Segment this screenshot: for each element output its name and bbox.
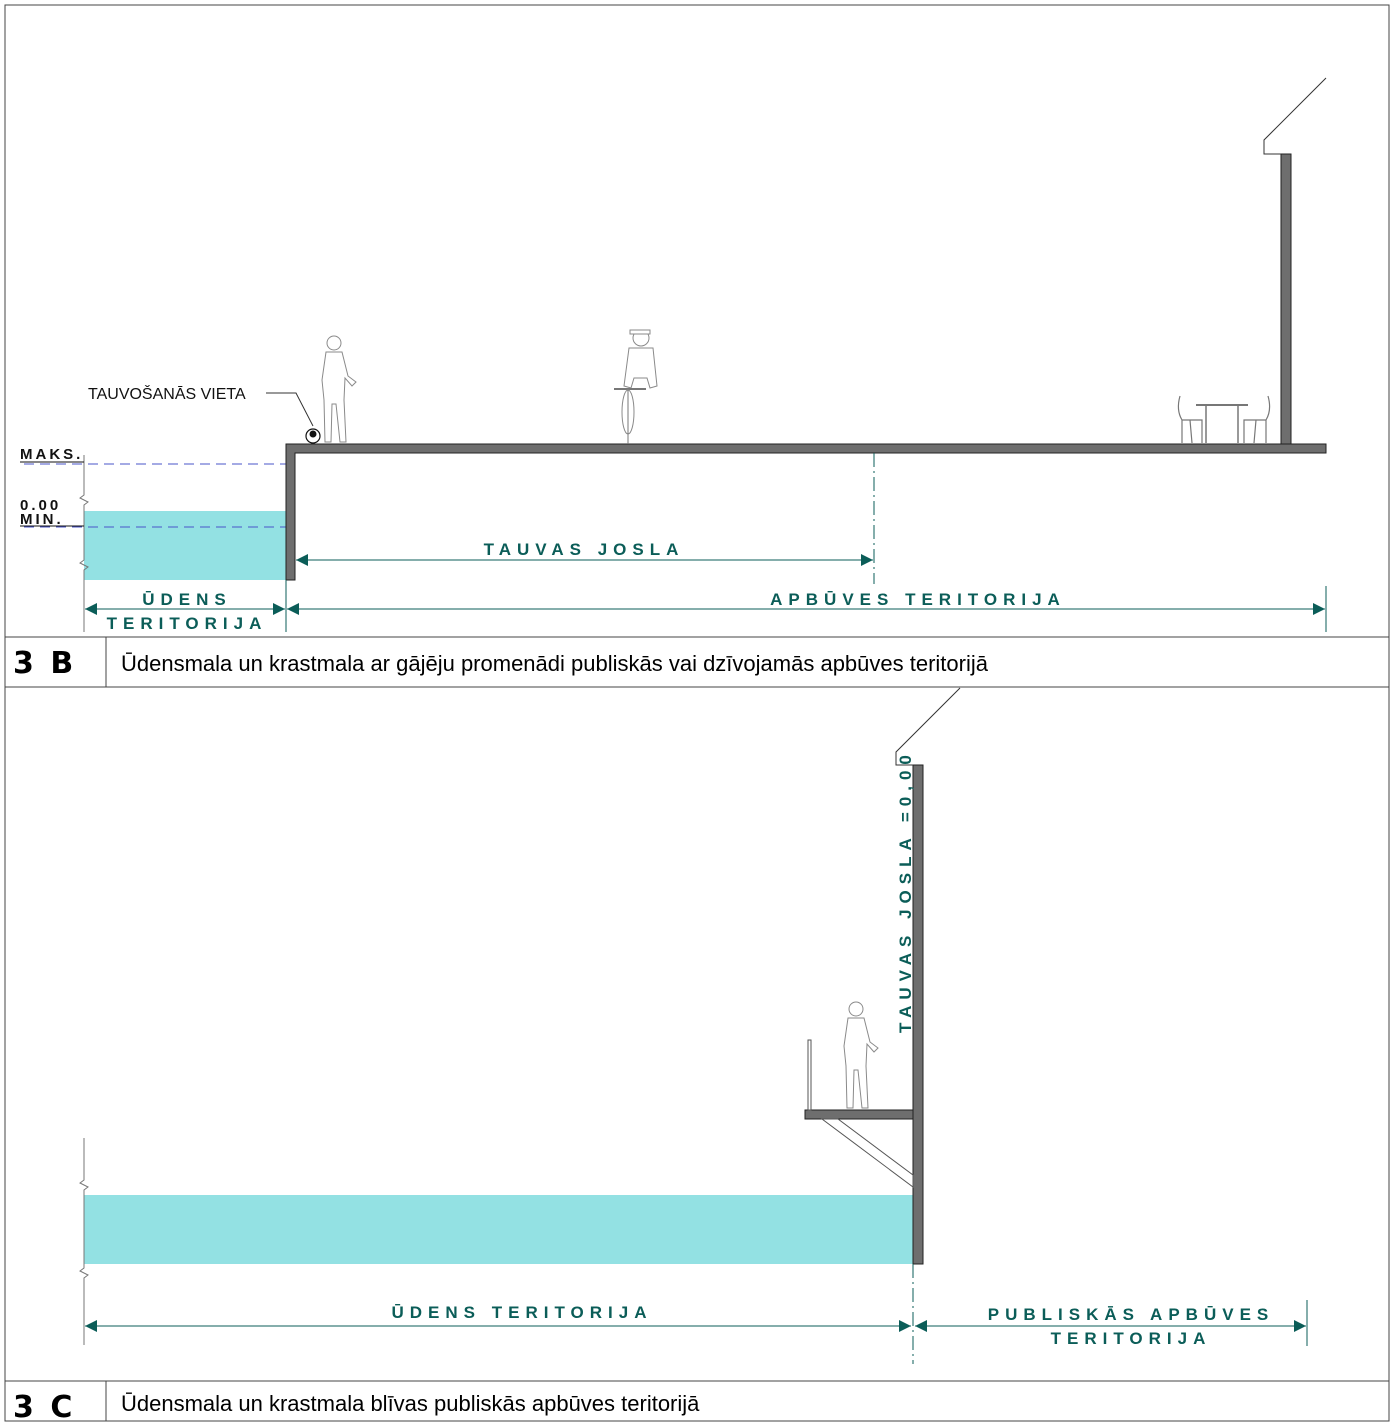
caption-3b: 3 B Ūdensmala un krastmala ar gājēju pro… (5, 636, 1389, 688)
public-zone-label-line1: PUBLISKĀS APBŪVES (988, 1305, 1275, 1324)
section-3c-drawing: TAUVAS JOSLA =0,00 ŪDENS TERITORIJA PUBL… (79, 687, 1308, 1364)
pedestrian-icon (843, 1001, 879, 1109)
section-3b-drawing: MAKS. 0.00 MIN. TAUVOŠANĀS VIETA (20, 77, 1327, 633)
level-max-label: MAKS. (20, 446, 83, 463)
mooring-label: TAUVOŠANĀS VIETA (88, 384, 246, 403)
roof-line (895, 687, 961, 766)
balcony-slab (804, 1109, 914, 1120)
building-wall (912, 764, 924, 1265)
section-code: 3 B (13, 646, 76, 681)
break-line (79, 455, 89, 632)
balcony-brace (820, 1118, 914, 1188)
level-min-label: MIN. (20, 511, 64, 528)
cyclist-icon (614, 329, 658, 444)
towpath-label: TAUVAS JOSLA (484, 540, 685, 559)
section-title: Ūdensmala un krastmala ar gājēju promenā… (121, 651, 989, 676)
balcony-railing (807, 1039, 812, 1111)
cafe-furniture-icon (1177, 395, 1271, 444)
roof-line (1263, 77, 1327, 155)
building-wall (1280, 153, 1292, 445)
section-title: Ūdensmala un krastmala blīvas publiskās … (121, 1391, 700, 1416)
water-zone-label-line1: ŪDENS (142, 590, 232, 609)
public-zone-label-line2: TERITORIJA (1051, 1329, 1212, 1348)
break-line (79, 1138, 89, 1345)
bollard-core (309, 430, 317, 438)
water-zone-label-line2: TERITORIJA (107, 614, 268, 633)
pedestrian-icon (321, 335, 357, 443)
towpath-label-vertical: TAUVAS JOSLA =0,00 (896, 749, 915, 1033)
water-zone-label: ŪDENS TERITORIJA (392, 1303, 653, 1322)
water-body (84, 1195, 913, 1264)
level-zero-label: 0.00 (20, 497, 61, 514)
caption-3c: 3 C Ūdensmala un krastmala blīvas publis… (5, 1380, 1389, 1425)
building-zone-label: APBŪVES TERITORIJA (770, 590, 1066, 609)
water-body (84, 511, 287, 580)
section-code: 3 C (13, 1390, 75, 1425)
mooring-leader-line (266, 392, 314, 427)
sheet-border (4, 4, 1390, 1422)
